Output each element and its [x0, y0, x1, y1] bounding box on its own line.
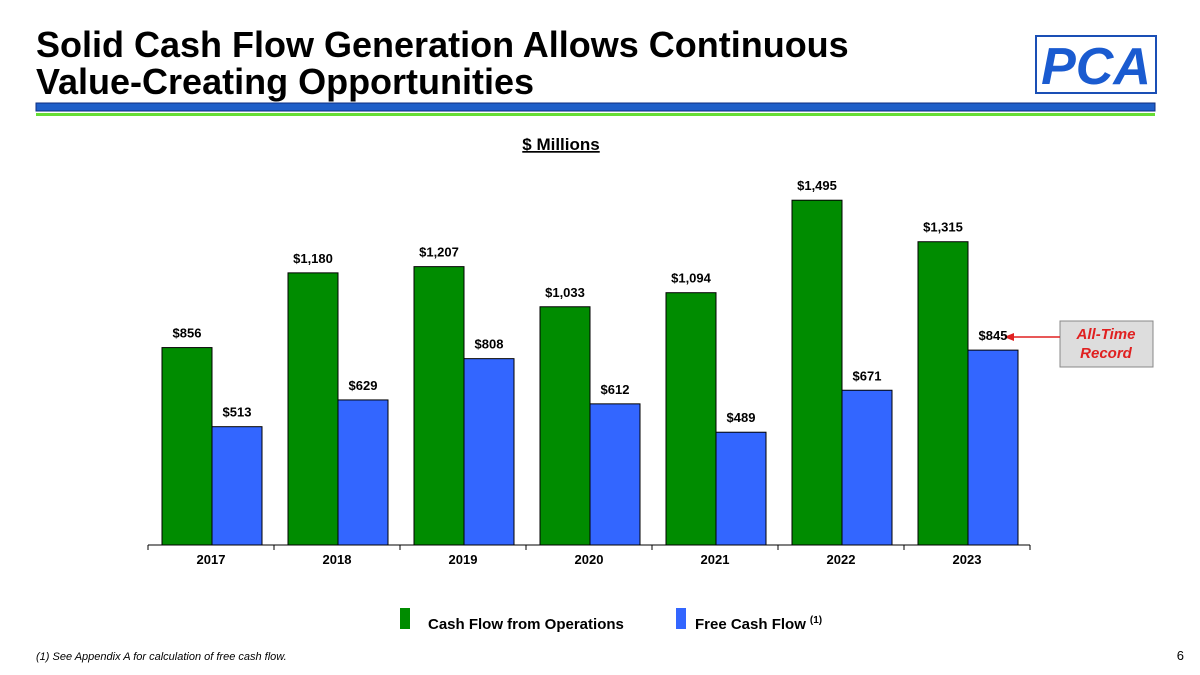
data-label: $1,315	[923, 220, 963, 235]
legend-label: Cash Flow from Operations	[428, 616, 624, 633]
bar	[211, 426, 263, 546]
legend-label: Free Cash Flow	[695, 616, 806, 633]
data-label: $1,094	[671, 271, 712, 286]
x-tick-label: 2017	[197, 552, 226, 567]
data-label: $489	[727, 410, 756, 425]
x-tick-label: 2022	[827, 552, 856, 567]
bar	[413, 266, 465, 546]
title-line: Solid Cash Flow Generation Allows Contin…	[36, 24, 849, 65]
annotation: Record	[1080, 345, 1133, 362]
subtitle: $ Millions	[522, 135, 599, 154]
data-label: $612	[601, 382, 630, 397]
legend-swatch	[676, 608, 686, 629]
bar	[161, 347, 213, 546]
x-tick-label: 2018	[323, 552, 352, 567]
bar	[539, 306, 591, 546]
data-label: $845	[979, 328, 1008, 343]
bar	[791, 199, 843, 546]
page-number: 6	[1177, 648, 1184, 663]
bar	[337, 399, 389, 546]
logo-frame	[1035, 35, 1157, 94]
data-label: $629	[349, 378, 378, 393]
footnote: (1) See Appendix A for calculation of fr…	[36, 651, 287, 663]
data-label: $1,033	[545, 285, 585, 300]
bar	[917, 241, 969, 546]
x-tick-label: 2019	[449, 552, 478, 567]
data-label: $1,207	[419, 245, 459, 260]
annotation: All-Time	[1076, 326, 1136, 343]
x-tick-label: 2020	[575, 552, 604, 567]
x-tick-label: 2023	[953, 552, 982, 567]
legend-swatch	[400, 608, 410, 629]
bar	[841, 389, 893, 546]
annotation-arrowhead	[1004, 333, 1014, 341]
annotation-box	[1059, 320, 1154, 368]
data-label: $808	[475, 337, 504, 352]
title-rule	[35, 102, 1156, 112]
bar	[463, 358, 515, 546]
bar	[589, 403, 641, 546]
x-tick-label: 2021	[701, 552, 730, 567]
data-label: $856	[173, 326, 202, 341]
data-label: $1,495	[797, 178, 837, 193]
data-label: $671	[853, 368, 882, 383]
bar	[287, 272, 339, 546]
title-rule-green	[36, 113, 1155, 116]
title-line: Value-Creating Opportunities	[36, 61, 534, 102]
bar	[665, 292, 717, 546]
logo: PCA	[1041, 38, 1151, 96]
data-label: $513	[223, 405, 252, 420]
data-label: $1,180	[293, 251, 333, 266]
bar	[967, 349, 1019, 546]
bar	[715, 431, 767, 546]
legend-note: (1)	[810, 615, 822, 626]
